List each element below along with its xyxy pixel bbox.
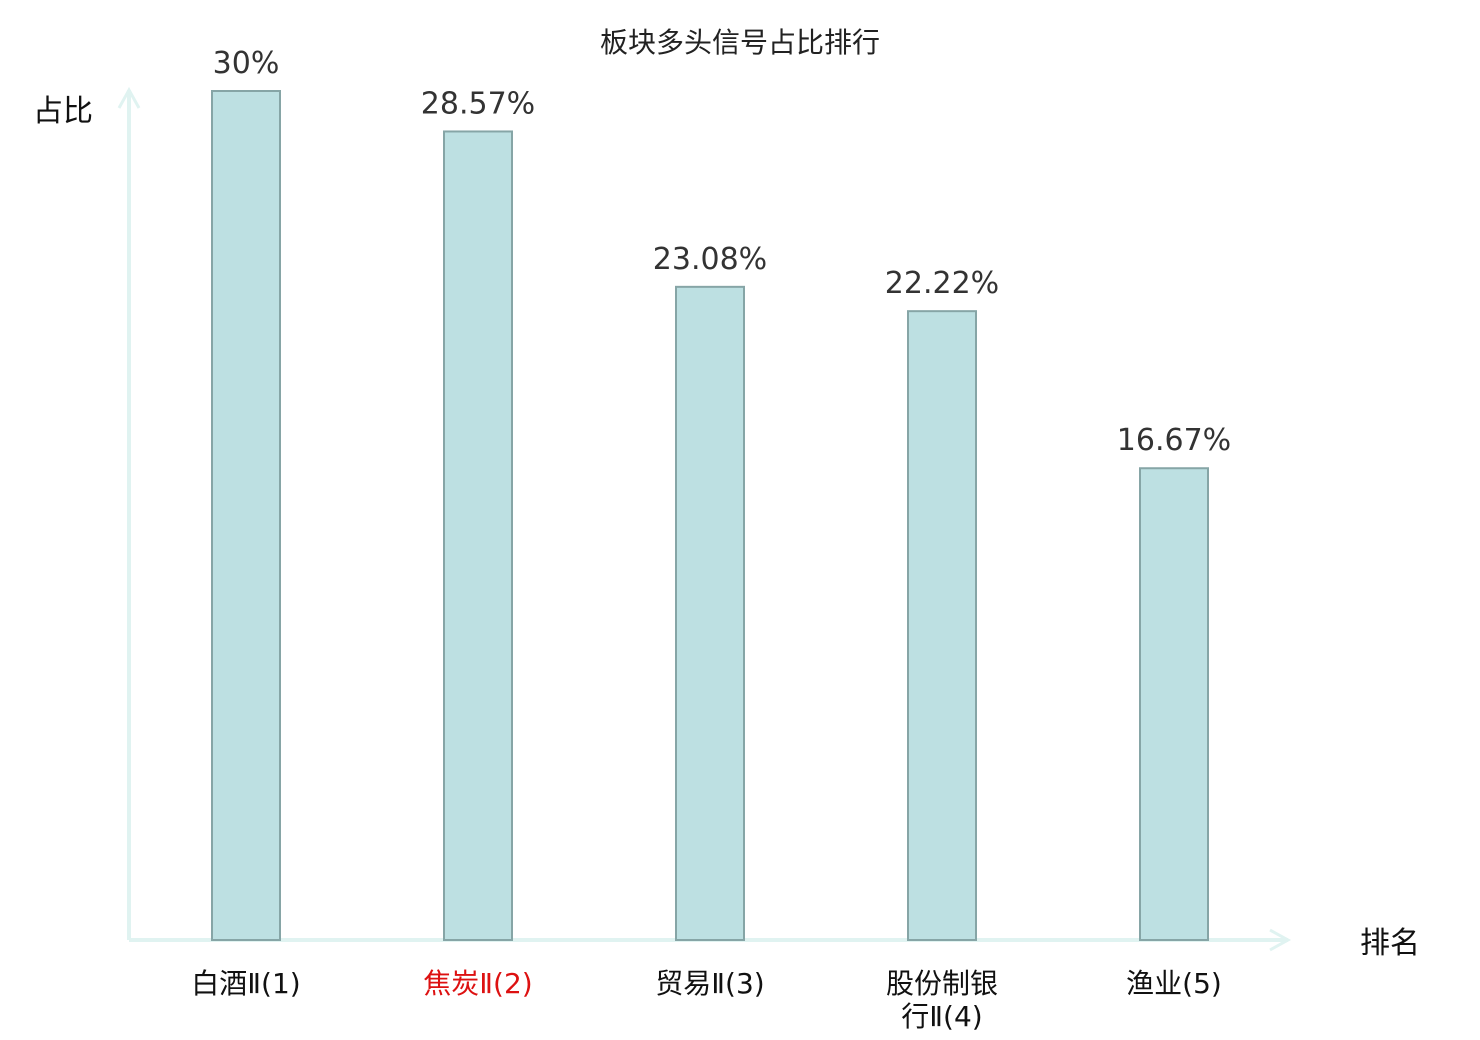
x-axis-arrow-icon [1269, 928, 1292, 952]
x-axis-label: 排名 [1360, 926, 1420, 961]
bar [211, 90, 281, 941]
value-label: 28.57% [421, 86, 535, 121]
value-labels-group: 30% 28.57% 23.08% 22.22% 16.67% [213, 46, 1232, 458]
category-label: 贸易Ⅱ(3) [655, 967, 764, 1000]
value-label: 23.08% [653, 242, 767, 277]
category-label: 行Ⅱ(4) [901, 1000, 982, 1033]
bar [443, 130, 513, 941]
value-label: 30% [213, 46, 280, 81]
bars-group [211, 90, 1209, 941]
value-label: 22.22% [885, 266, 999, 301]
y-axis-arrow-icon [117, 86, 141, 109]
y-axis-label: 占比 [33, 94, 93, 129]
chart-title: 板块多头信号占比排行 [600, 26, 880, 59]
category-label: 白酒Ⅱ(1) [191, 967, 300, 1000]
bar [675, 285, 745, 941]
category-label: 渔业(5) [1126, 967, 1222, 1000]
category-label: 股份制银 [886, 967, 998, 1000]
bar [1139, 467, 1209, 941]
category-label: 焦炭Ⅱ(2) [423, 967, 532, 1000]
bar [907, 310, 977, 941]
value-label: 16.67% [1117, 423, 1231, 458]
